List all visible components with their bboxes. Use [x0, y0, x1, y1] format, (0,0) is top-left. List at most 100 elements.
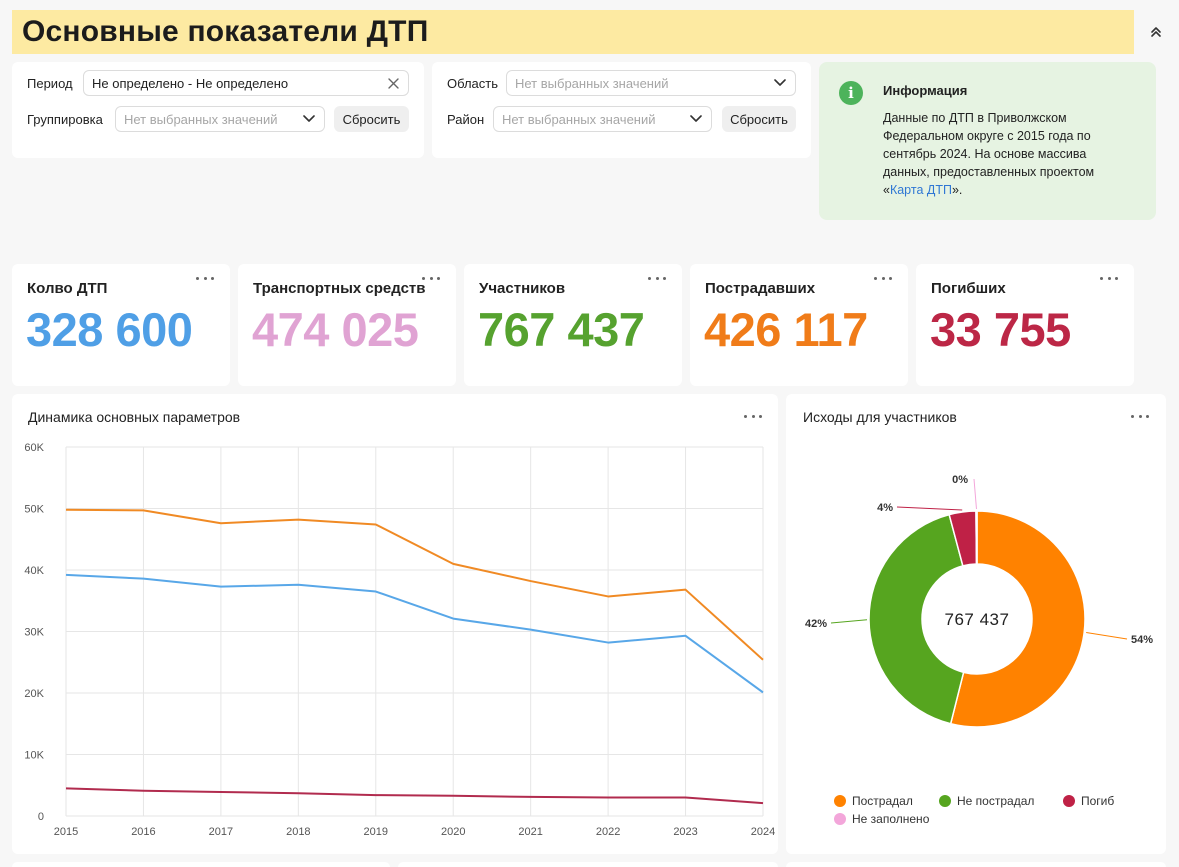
page-title: Основные показатели ДТП: [22, 15, 429, 48]
kpi-card-accidents: Колво ДТП 328 600: [12, 264, 230, 386]
more-options-button[interactable]: [422, 273, 440, 283]
kpi-value: 328 600: [26, 303, 193, 356]
x-tick-label: 2024: [751, 826, 775, 838]
legend-item[interactable]: Погиб: [1063, 794, 1114, 808]
legend-swatch: [1063, 795, 1075, 807]
district-select[interactable]: Нет выбранных значений: [493, 106, 712, 132]
chevron-double-up-icon: [1151, 27, 1161, 37]
y-tick-label: 20K: [24, 688, 44, 700]
more-options-button[interactable]: [196, 273, 214, 283]
next-card-right: [786, 862, 1166, 867]
legend-swatch: [834, 795, 846, 807]
slice-leader-line: [896, 506, 963, 511]
next-card-middle: [398, 862, 778, 867]
x-tick-label: 2015: [54, 826, 78, 838]
kpi-value: 33 755: [930, 303, 1071, 356]
kpi-title: Транспортных средств: [253, 280, 426, 297]
x-tick-label: 2022: [596, 826, 620, 838]
info-title: Информация: [883, 83, 968, 98]
region-select[interactable]: Нет выбранных значений: [506, 70, 796, 96]
more-options-button[interactable]: [1131, 411, 1149, 421]
series-line-0[interactable]: [65, 508, 764, 661]
x-tick-label: 2017: [209, 826, 233, 838]
next-card-left: [12, 862, 390, 867]
grouping-label: Группировка: [27, 112, 103, 127]
x-tick-label: 2021: [518, 826, 542, 838]
donut-chart-title: Исходы для участников: [803, 409, 957, 425]
legend-swatch: [834, 813, 846, 825]
kpi-card-killed: Погибших 33 755: [916, 264, 1134, 386]
kpi-value: 474 025: [252, 303, 419, 356]
grouping-select[interactable]: Нет выбранных значений: [115, 106, 325, 132]
legend-swatch: [939, 795, 951, 807]
kpi-title: Участников: [479, 280, 566, 297]
x-tick-label: 2020: [441, 826, 465, 838]
y-tick-label: 0: [38, 811, 44, 823]
filters-card-right: Область Нет выбранных значений Район Нет…: [432, 62, 811, 158]
y-tick-label: 10K: [24, 750, 44, 762]
more-options-button[interactable]: [648, 273, 666, 283]
filters-card-left: Период Не определено - Не определено Гру…: [12, 62, 424, 158]
info-panel: i Информация Данные по ДТП в Приволжском…: [819, 62, 1156, 220]
donut-slice-0[interactable]: [949, 510, 1086, 728]
line-chart-title: Динамика основных параметров: [28, 409, 241, 425]
region-label: Область: [447, 76, 499, 91]
slice-leader-line: [1086, 632, 1128, 640]
chevron-down-icon: [773, 76, 787, 90]
page-title-bar: Основные показатели ДТП: [12, 10, 1134, 54]
chevron-down-icon: [302, 112, 316, 126]
reset-right-button[interactable]: Сбросить: [722, 106, 796, 132]
close-icon: [387, 77, 399, 89]
kpi-title: Погибших: [931, 280, 1006, 297]
line-chart: 0 10K 20K 30K 40K 50K 60K 2015 2016 2017 2018 2019 2…: [24, 442, 775, 838]
legend-item[interactable]: Не пострадал: [939, 794, 1034, 808]
collapse-button[interactable]: [1146, 20, 1166, 44]
legend-item[interactable]: Пострадал: [834, 794, 913, 808]
reset-left-button[interactable]: Сбросить: [334, 106, 409, 132]
slice-label: 4%: [877, 502, 893, 514]
y-tick-label: 60K: [24, 442, 44, 454]
period-select[interactable]: Не определено - Не определено: [83, 70, 409, 96]
dtp-map-link[interactable]: Карта ДТП: [889, 183, 952, 197]
kpi-card-injured: Пострадавших 426 117: [690, 264, 908, 386]
x-tick-label: 2016: [131, 826, 155, 838]
donut-slice-1[interactable]: [868, 513, 965, 725]
kpi-card-vehicles: Транспортных средств 474 025: [238, 264, 456, 386]
legend-label: Погиб: [1081, 794, 1115, 808]
donut-chart: 54% 42% 4% 0% 767 437: [805, 474, 1153, 728]
slice-label: 54%: [1131, 634, 1153, 646]
more-options-button[interactable]: [874, 273, 892, 283]
info-text-before: Данные по ДТП в Приволжском Федеральном …: [883, 111, 1095, 197]
period-value: Не определено - Не определено: [92, 75, 289, 91]
grouping-placeholder: Нет выбранных значений: [124, 111, 278, 127]
y-tick-label: 30K: [24, 627, 44, 639]
y-tick-label: 40K: [24, 565, 44, 577]
slice-leader-line: [973, 478, 977, 510]
legend-item[interactable]: Не заполнено: [834, 812, 929, 826]
legend-label: Не заполнено: [852, 812, 930, 826]
slice-leader-line: [830, 619, 868, 624]
period-label: Период: [27, 76, 73, 91]
y-tick-label: 50K: [24, 504, 44, 516]
more-options-button[interactable]: [1100, 273, 1118, 283]
legend-label: Пострадал: [852, 794, 913, 808]
series-line-1[interactable]: [65, 573, 764, 694]
donut-chart-card: Исходы для участников 54% 42% 4% 0% 767 437 …: [786, 394, 1166, 854]
kpi-card-participants: Участников 767 437: [464, 264, 682, 386]
kpi-value: 426 117: [704, 303, 868, 356]
more-options-button[interactable]: [744, 411, 762, 421]
district-placeholder: Нет выбранных значений: [502, 111, 656, 127]
line-chart-card: Динамика основных параметров 0 10K 20K 30K 4…: [12, 394, 778, 854]
kpi-title: Колво ДТП: [27, 280, 108, 297]
region-placeholder: Нет выбранных значений: [515, 75, 669, 91]
kpi-title: Пострадавших: [705, 280, 816, 297]
donut-slice-3[interactable]: [975, 510, 978, 565]
x-tick-label: 2023: [673, 826, 697, 838]
district-label: Район: [447, 112, 485, 127]
series-line-2[interactable]: [65, 787, 764, 805]
clear-period-button[interactable]: [386, 76, 400, 90]
kpi-value: 767 437: [478, 303, 645, 356]
donut-legend: Пострадал Не пострадал Погиб Не заполнено: [786, 794, 1166, 844]
x-tick-label: 2018: [286, 826, 310, 838]
slice-label: 0%: [952, 474, 968, 486]
